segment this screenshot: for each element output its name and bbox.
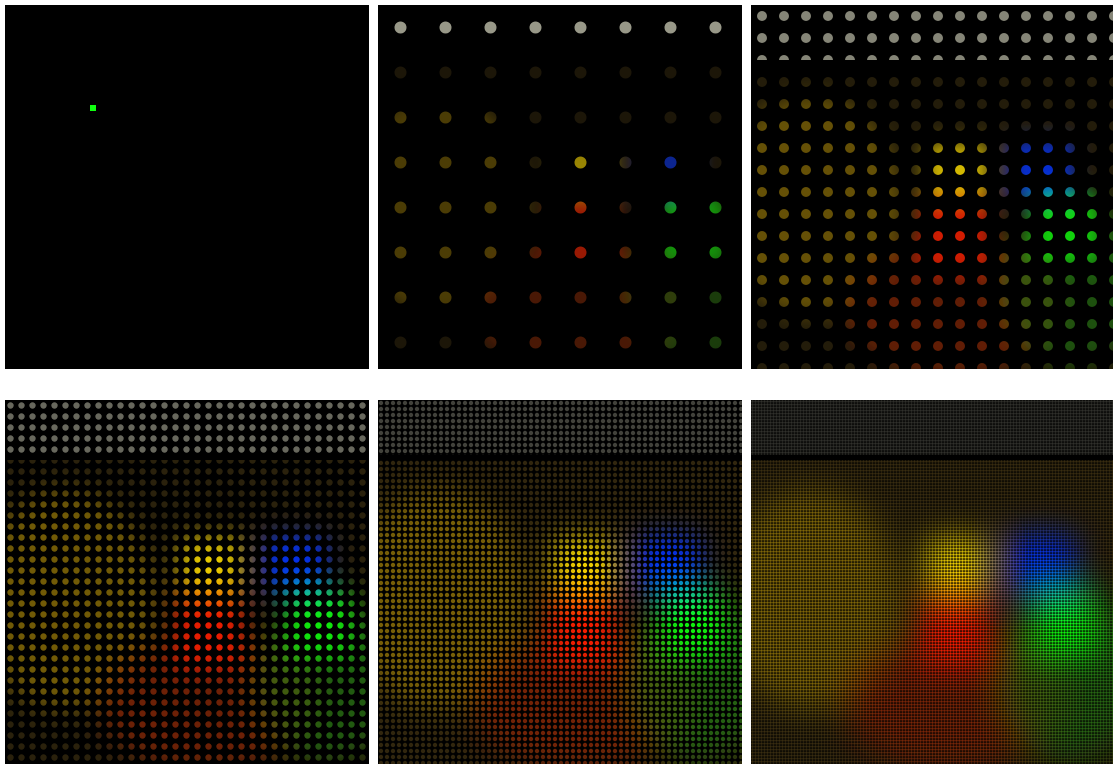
dot-field [378,5,742,369]
dot-field [5,400,369,764]
blob [1033,590,1098,658]
blob [1009,535,1074,593]
blob [921,590,989,668]
blob [660,590,725,658]
background [5,5,369,369]
blob [548,590,616,668]
visualization-panel [5,400,369,764]
blob [636,535,701,593]
image-grid [0,0,1113,765]
blob [921,195,989,273]
dot-field [751,400,1113,764]
visualization-panel [378,400,742,764]
top-band [751,5,1113,60]
visualization-panel [378,5,742,369]
blob [1033,195,1098,263]
blob [287,590,352,658]
blob [660,195,725,263]
blob [926,143,988,201]
blob [636,140,701,198]
dot-field [378,400,742,764]
top-band [751,400,1113,455]
blob [1009,140,1074,198]
blob [926,538,988,596]
blob [553,538,615,596]
blob [175,590,243,668]
blob [180,538,242,596]
top-band [5,5,369,45]
blob [548,195,616,273]
blob [553,143,615,201]
blob [90,105,96,111]
dot-field [751,5,1113,369]
visualization-panel [751,5,1113,369]
visualization-panel [751,400,1113,764]
top-band [5,400,369,455]
top-band [378,5,742,60]
dot-field [5,5,369,45]
blob [263,535,328,593]
visualization-panel [5,5,369,369]
top-band [378,400,742,455]
